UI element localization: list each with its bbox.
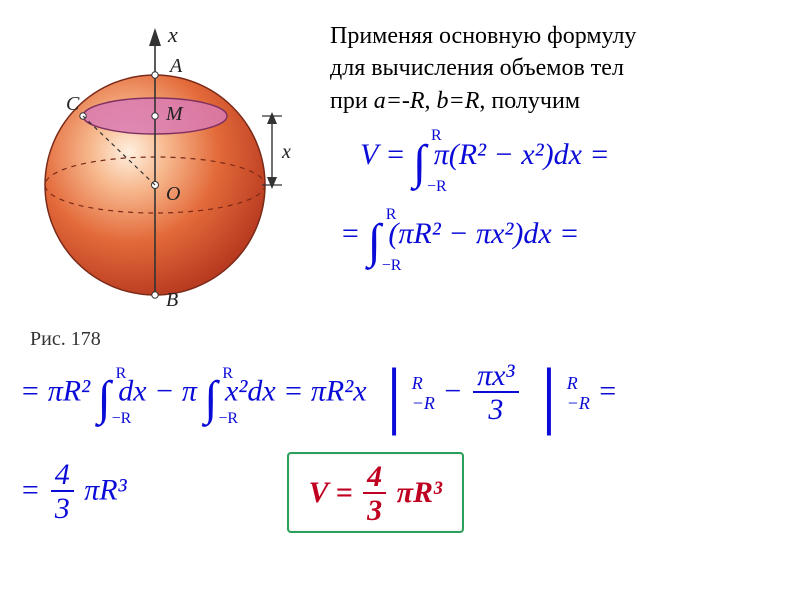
result-formula: V = 43 πR³ [309, 462, 442, 527]
point-label-C: C [66, 93, 80, 115]
eval-bar-icon: │ [529, 369, 569, 431]
eq-3: = πR² ∫R−R dx − π ∫R−R x²dx = πR²x │R−R … [20, 361, 780, 432]
integral-icon: ∫R−R [98, 371, 111, 426]
integral-icon: ∫R−R [204, 371, 217, 426]
result-box: V = 43 πR³ [287, 452, 464, 533]
figure-block: x A C M O B x Рис. 178 [20, 20, 300, 351]
point-label-A: A [168, 55, 183, 77]
dim-label-x: x [281, 141, 291, 163]
eq-1: V = ∫R−R π(R² − x²)dx = [360, 131, 780, 196]
sphere-diagram: x A C M O B x [20, 20, 300, 320]
intro-text: Применяя основную формулу для вычисления… [330, 20, 780, 289]
point-label-B: B [166, 289, 178, 311]
figure-caption: Рис. 178 [30, 328, 300, 351]
point-label-O: O [166, 183, 180, 205]
eval-bar-icon: │ [374, 369, 414, 431]
integral-icon: ∫R−R [368, 210, 381, 275]
intro-line-2: для вычисления объемов тел [330, 52, 780, 84]
intro-line-3: при a=-R, b=R, получим [330, 85, 780, 117]
eq-4: = 43 πR³ [20, 460, 127, 525]
intro-line-1: Применяя основную формулу [330, 20, 780, 52]
point-label-M: M [165, 103, 184, 125]
axis-label-x: x [167, 22, 178, 47]
integral-icon: ∫R−R [413, 131, 426, 196]
eq-2: = ∫R−R (πR² − πx²)dx = [340, 210, 780, 275]
